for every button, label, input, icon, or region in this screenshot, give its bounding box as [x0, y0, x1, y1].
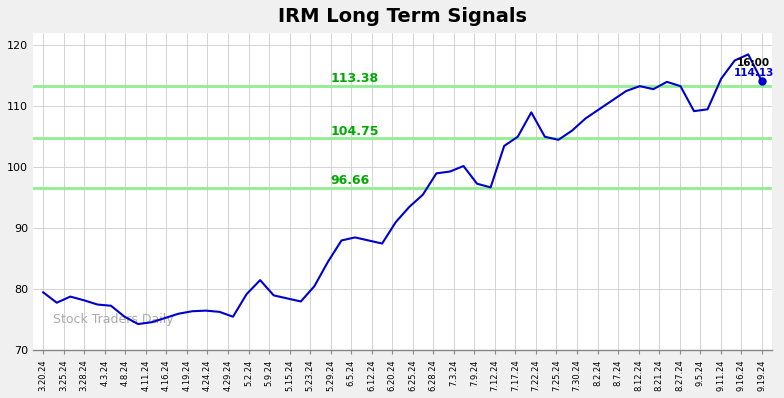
- Text: Stock Traders Daily: Stock Traders Daily: [53, 313, 174, 326]
- Text: 113.38: 113.38: [331, 72, 379, 85]
- Title: IRM Long Term Signals: IRM Long Term Signals: [278, 7, 527, 26]
- Text: 104.75: 104.75: [331, 125, 379, 138]
- Text: 114.13: 114.13: [733, 68, 774, 78]
- Text: 96.66: 96.66: [331, 174, 370, 187]
- Text: 16:00: 16:00: [737, 58, 770, 68]
